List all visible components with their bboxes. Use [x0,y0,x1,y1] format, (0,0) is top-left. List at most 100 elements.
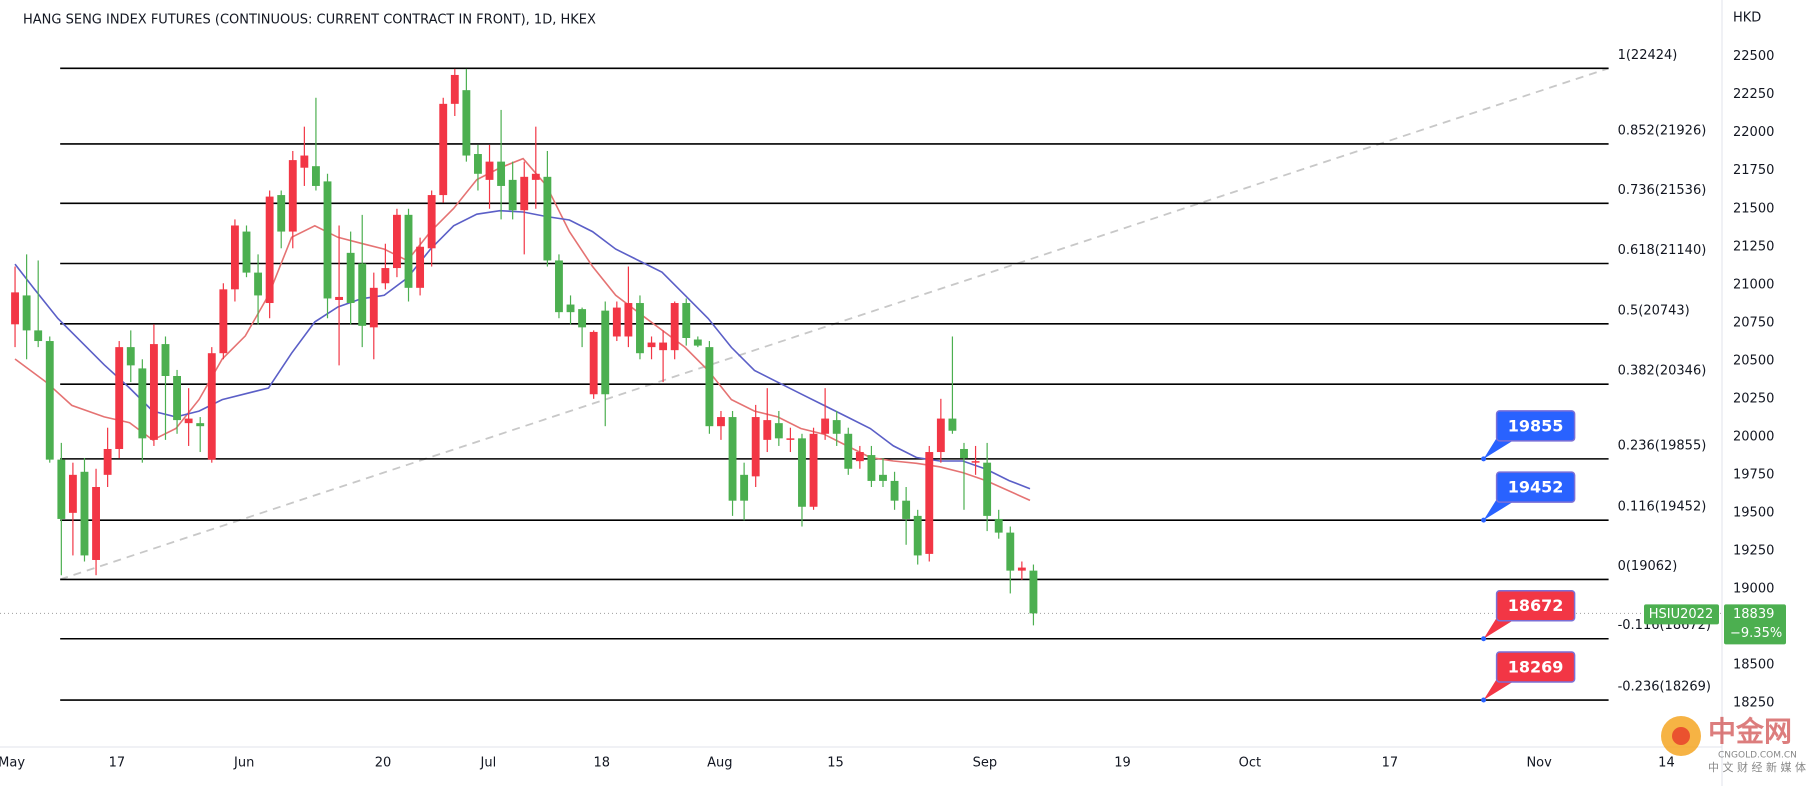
y-tick-label: 21250 [1733,239,1774,254]
y-tick-label: 20000 [1733,429,1774,444]
x-tick-label: Oct [1239,756,1261,771]
candle-body [589,331,598,395]
price-tag [1724,604,1786,645]
x-tick-label: Sep [973,756,998,771]
candle-body [346,252,355,304]
candle-body [92,487,100,560]
candle-body [832,420,841,434]
candle-body [34,330,43,342]
candle-body [427,195,436,249]
candle-body [288,160,297,232]
candle-body [844,433,853,469]
candle-body [335,296,344,300]
price-label: 18839 [1733,607,1774,622]
candle-body [925,452,934,554]
candle-body [740,474,749,501]
x-tick-label: 17 [109,756,126,771]
watermark-slogan: 中 文 财 经 新 媒 体 [1708,760,1806,774]
plot-area: 1(22424) 0.852(21926) 0.736(21536) 0.618(21… [0,48,1722,701]
candle-body [821,418,830,434]
candle-body [404,214,413,288]
candle-body [138,368,147,439]
candle-body [311,166,320,186]
candle-body [230,225,239,290]
y-tick-label: 21750 [1733,163,1774,178]
candle-body [416,246,425,288]
candle-body [277,195,286,232]
callout-label: 19452 [1508,478,1564,497]
candle-body [670,303,679,351]
candle-body [913,515,922,556]
candle-body [566,304,575,313]
x-tick-label: 20 [375,756,392,771]
callout-label: 19855 [1508,416,1564,435]
candle-body [624,303,633,337]
callout-box [1495,589,1576,622]
candle-body [728,417,737,501]
fib-level-label: 1(22424) [1618,48,1678,63]
fib-level-label: 0.5(20743) [1618,303,1690,318]
chart-title: HANG SENG INDEX FUTURES (CONTINUOUS: CUR… [23,13,596,28]
callout-label: 18269 [1508,658,1564,677]
candle-body [1006,532,1015,571]
ma-slow-line [14,209,1031,490]
candle-body [462,90,471,156]
fib-level-label: 0.852(21926) [1618,123,1707,138]
candle-body [323,181,332,299]
fib-level-label: 0.382(20346) [1618,364,1707,379]
candle-body [149,344,158,440]
watermark: 中金网 CNGOLD.COM.CN 中 文 财 经 新 媒 体 [1661,715,1806,774]
candle-body [636,303,644,354]
candle-body [520,176,529,211]
candle-body [659,342,668,351]
candle-body [578,309,587,328]
candle-body [508,179,517,211]
y-tick-label: 21000 [1733,277,1774,292]
watermark-site: CNGOLD.COM.CN [1718,751,1797,761]
candle-body [879,474,887,481]
x-tick-label: 17 [1382,756,1399,771]
candle-body [115,347,124,449]
callout-anchor [1481,697,1487,703]
candle-body [485,161,494,180]
candle-body [80,471,89,556]
candle-body [786,438,795,440]
fib-level-label: 0.618(21140) [1618,243,1707,258]
candle-body [647,342,656,348]
candle-body [450,74,459,104]
candle-body [45,341,54,460]
y-tick-label: 18500 [1733,657,1774,672]
x-tick-label: Aug [707,756,732,771]
candle-body [381,268,390,284]
candle-body [393,214,401,269]
candle-body [902,500,911,519]
candle-body [867,455,876,481]
candle-body [531,173,540,180]
candle-body [265,196,274,304]
candle-body [543,176,552,261]
candle-body [173,376,181,421]
currency-label: HKD [1733,11,1761,26]
x-tick-label: Nov [1526,756,1552,771]
candle-body [555,260,563,313]
candle-body [612,307,621,337]
candle-body [254,272,263,296]
candle-body [22,295,31,331]
change-label: −9.35% [1730,626,1782,641]
x-tick-label: 15 [827,756,844,771]
candle-body [126,347,135,366]
y-tick-label: 19750 [1733,467,1774,482]
y-tick-label: 19000 [1733,581,1774,596]
candle-body [1029,570,1038,614]
callout-anchor [1481,456,1487,462]
fib-level-label: -0.236(18269) [1618,680,1711,695]
candle-body [207,353,216,460]
y-tick-label: 21500 [1733,201,1774,216]
candle-body [763,420,772,440]
candle-body [161,344,170,377]
candle-body [358,263,367,326]
symbol-label: HSIU2022 [1649,607,1713,622]
candle-body [68,474,77,513]
candle-body [103,448,112,475]
